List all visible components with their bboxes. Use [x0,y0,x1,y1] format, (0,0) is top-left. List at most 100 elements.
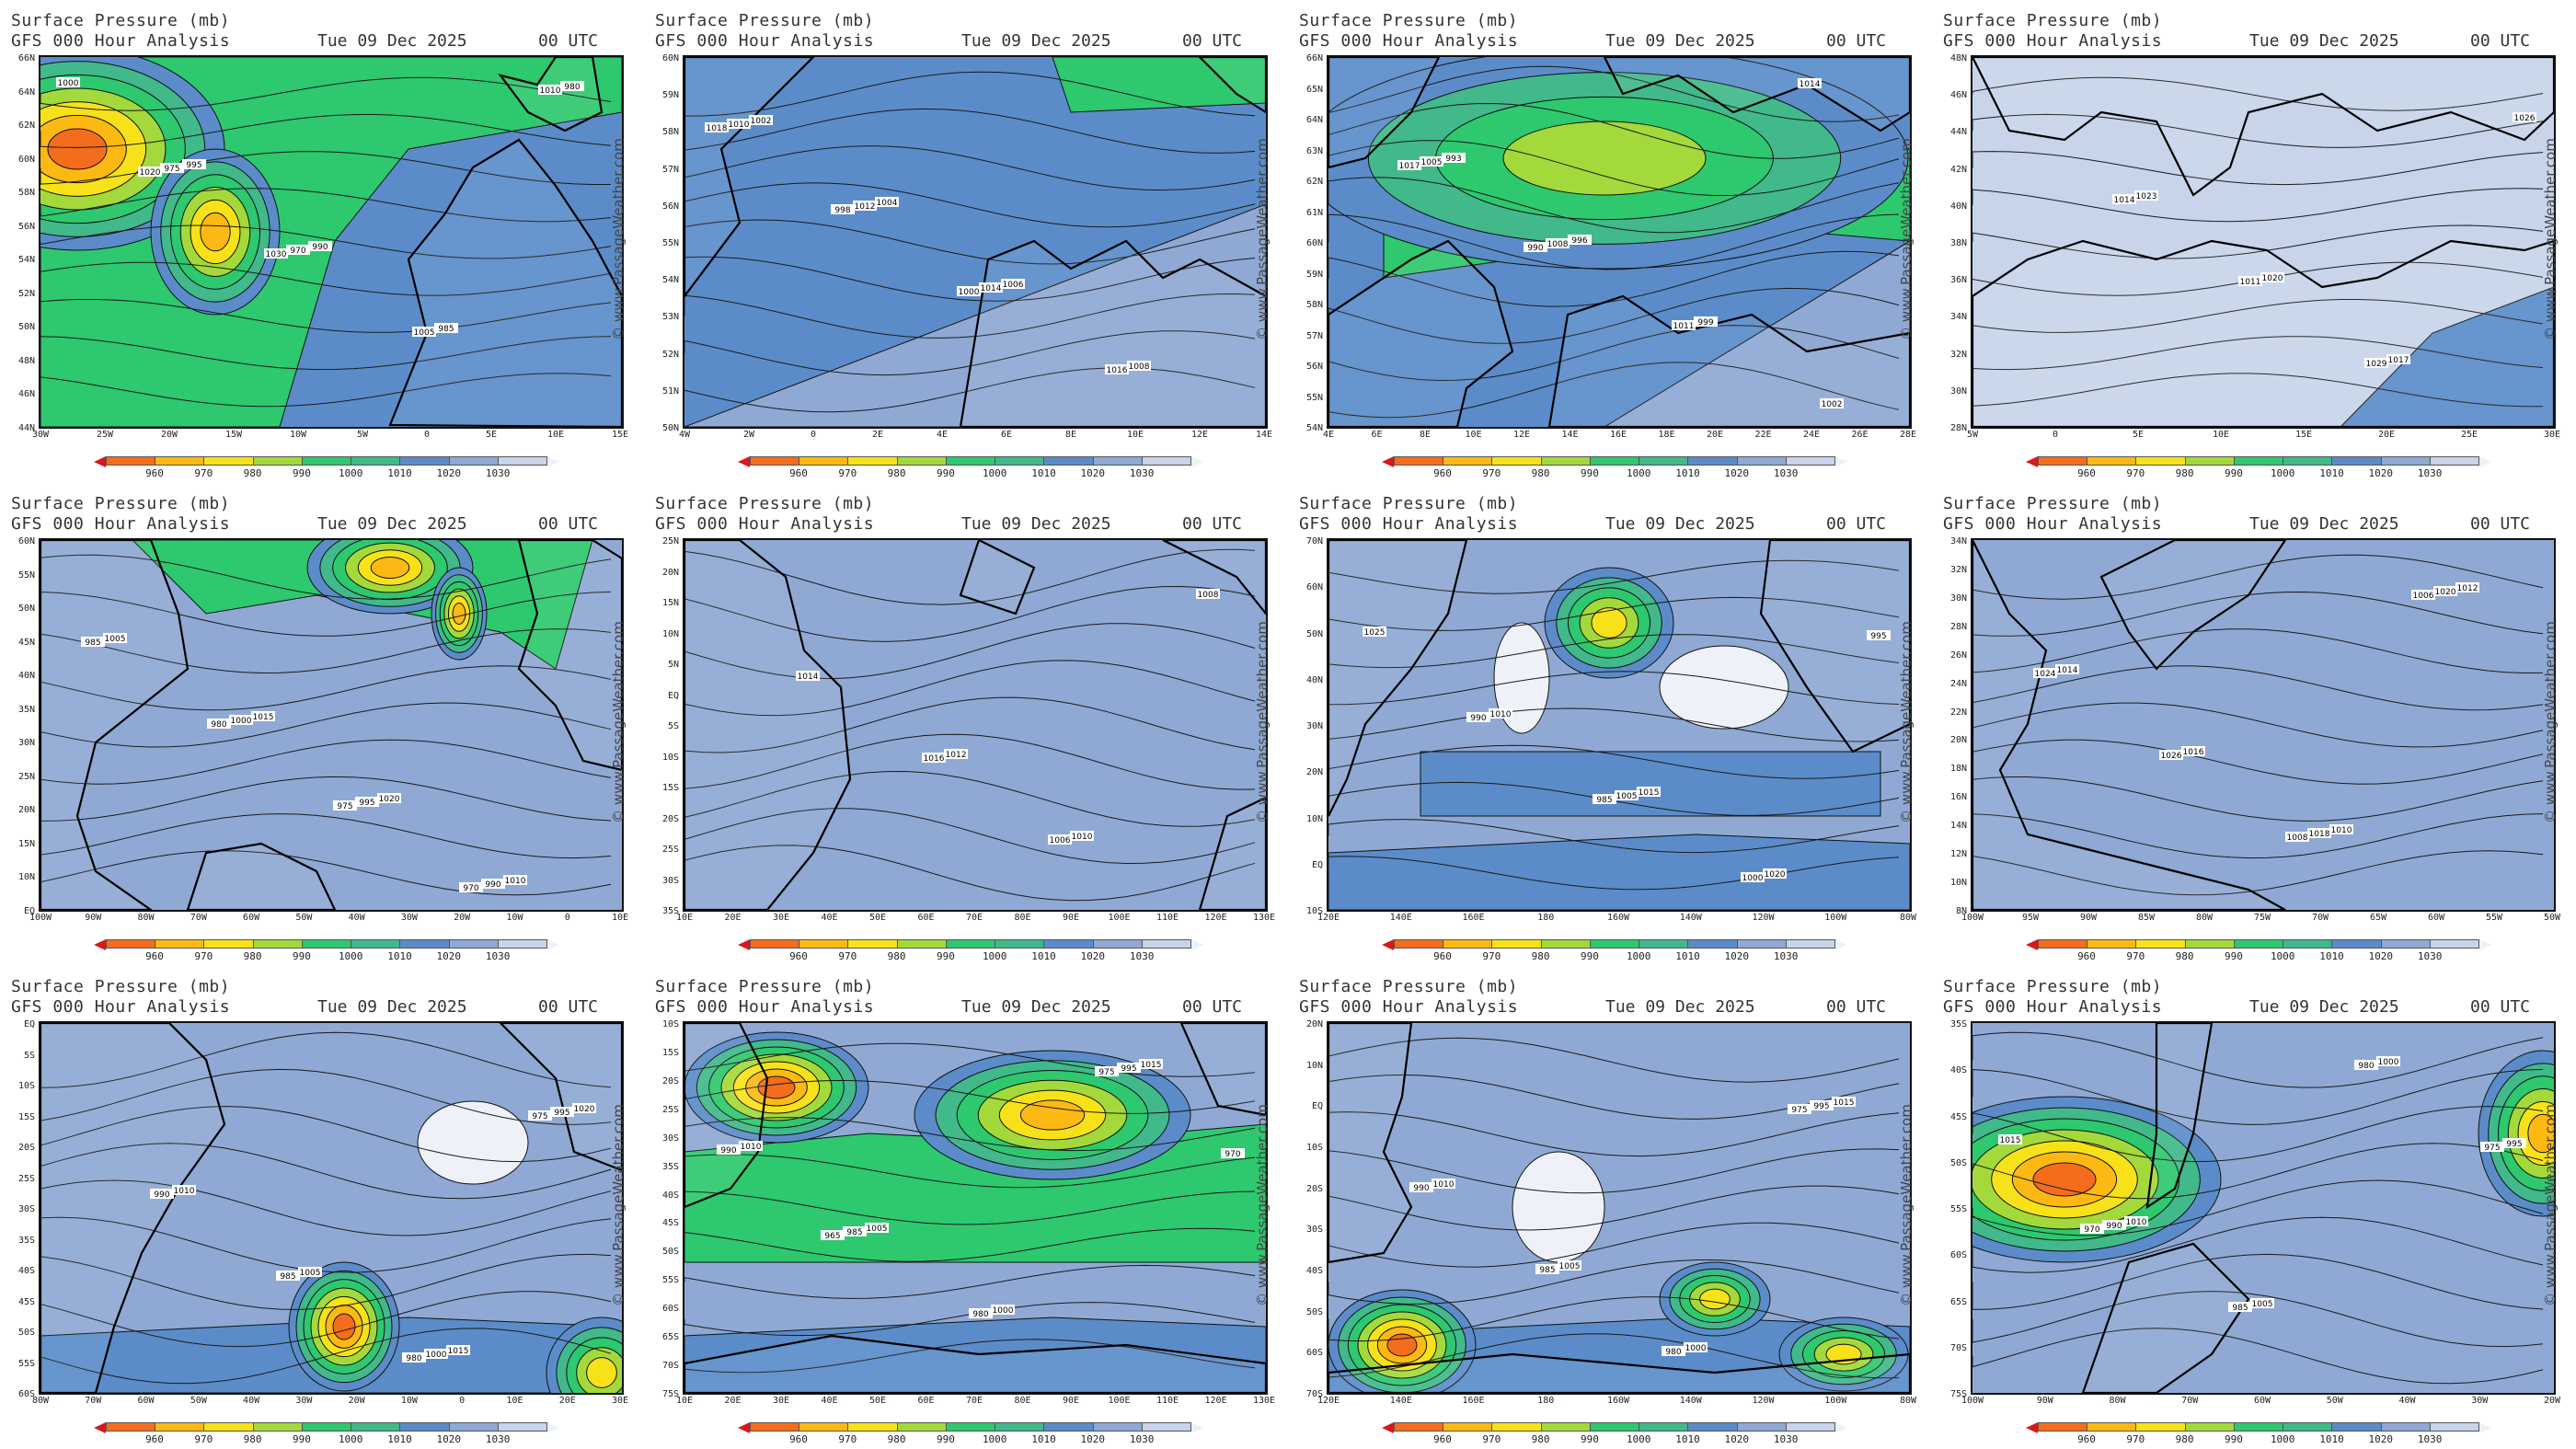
isobar-label: 1025 [1364,628,1386,638]
colorbar-label: 1010 [2319,467,2344,479]
colorbar-label: 1000 [1626,1433,1651,1445]
latitude-label: 5N [667,660,679,670]
colorbar-label: 980 [1531,1433,1550,1445]
latitude-label: 10N [1949,878,1967,889]
isobar-label: 1014 [2114,196,2135,205]
isobar-label-bg [2354,1060,2378,1070]
colorbar-label: 1000 [1626,950,1651,962]
colorbar-swatch [2283,456,2332,466]
colorbar-swatch [1092,456,1142,466]
isobar-label: 1012 [855,202,876,212]
high-pressure-cell [1512,1151,1605,1263]
latitude-label: 30S [661,1133,679,1144]
latitude-label: 20N [1305,1019,1323,1029]
pressure-contour [1502,121,1707,196]
longitude-label: 65W [2369,913,2387,923]
isobar [1972,224,2544,259]
pressure-map: 1002 1004 1006 1008 1010 1012 1014 1016 1018 998 1… [683,55,1268,429]
map-time: 00 UTC [2470,31,2531,51]
latitude-label: EQ [23,1019,35,1029]
isobar-label-bg [1546,238,1570,248]
longitude-label: 100E [1108,913,1131,923]
colorbar-label: 980 [1531,950,1550,962]
isobar-label-bg [1615,790,1639,800]
isobar-label-bg [503,875,527,885]
latitude-label: 10S [17,1081,35,1091]
latitude-label: 63N [1305,145,1323,156]
isobar [684,108,1256,154]
map-panel-north-atlantic: Surface Pressure (mb) GFS 000 Hour Analys… [0,0,644,483]
isobar-label-bg [1535,1264,1559,1274]
isobar [1972,813,2544,859]
colorbar-swatch [2184,939,2234,949]
latitude-label: 45S [17,1296,35,1307]
latitude-label: 25S [661,1104,679,1115]
isobar-label: 970 [2084,1225,2099,1235]
map-time: 00 UTC [1826,997,1887,1017]
colorbar-arrow-right [1835,1422,1847,1433]
isobar [40,261,612,296]
colorbar-swatch [2429,939,2479,949]
latitude-label: 66N [17,53,35,63]
longitude-label: 28E [1899,430,1917,440]
map-subtitle: GFS 000 Hour Analysis [1299,31,1519,51]
colorbar-swatch [203,1422,253,1432]
colorbar-label: 1010 [387,950,412,962]
longitude-label: 70W [85,1396,102,1406]
longitude-label: 20E [1706,430,1724,440]
isobar-label: 1023 [2136,192,2157,201]
latitude-label: 60N [17,536,35,546]
colorbar-swatch [2233,456,2283,466]
isobar-label-bg [831,204,855,214]
longitude-label: 50W [2543,913,2561,923]
longitude-label: 100W [1961,913,1984,923]
colorbar-label: 990 [936,950,955,962]
isobar-label: 1008 [1198,591,1219,600]
longitude-label: 60W [243,913,260,923]
colorbar-label: 980 [2175,1433,2194,1445]
longitude-label: 18E [1658,430,1675,440]
isobar-label-bg [2124,1216,2148,1226]
isobar-label-bg [2055,664,2079,674]
colorbar-label: 980 [243,950,262,962]
isobar [1328,140,1900,197]
isobar [684,367,1256,413]
isobar-label: 1010 [741,1143,762,1152]
isobar-label: 1015 [253,713,274,722]
longitude-label: 180 [1537,1396,1555,1406]
latitude-label: 10S [661,752,679,763]
isobar-label-bg [333,800,357,811]
coastline [1328,57,1910,427]
colorbar-arrow-left [738,939,750,950]
isobar-label-bg [2134,190,2158,201]
isobar-label-bg [853,201,877,211]
colorbar-swatch [1491,1422,1541,1432]
colorbar-swatch [155,456,204,466]
isobar-label-bg [739,1141,763,1151]
isobar-label-bg [969,1308,993,1318]
longitude-label: 80W [1899,913,1917,923]
map-date: Tue 09 Dec 2025 [961,997,1111,1017]
colorbar-label: 1000 [2270,467,2295,479]
isobar-label-bg [1998,1134,2022,1144]
latitude-label: 66N [1305,53,1323,63]
isobar-label-bg [1442,153,1466,163]
longitude-label: 5E [485,430,498,440]
colorbar-label: 960 [789,950,808,962]
isobar [40,1253,612,1310]
latitude-label: 56N [17,221,35,232]
isobar-label-bg [459,882,483,892]
longitude-label: 20E [724,913,742,923]
colorbar-swatch [1785,456,1835,466]
isobar [1328,1148,1900,1194]
isobar [40,151,611,185]
longitude-label: 10W [289,430,307,440]
longitude-label: 10E [1465,430,1482,440]
latitude-label: 15S [661,1047,679,1058]
isobar [684,293,1256,339]
colorbar-swatch [301,939,351,949]
isobar-label: 1010 [540,86,561,96]
isobar-label-bg [2433,586,2457,596]
longitude-label: 12E [1190,430,1209,440]
colorbar-label: 960 [2077,1433,2096,1445]
